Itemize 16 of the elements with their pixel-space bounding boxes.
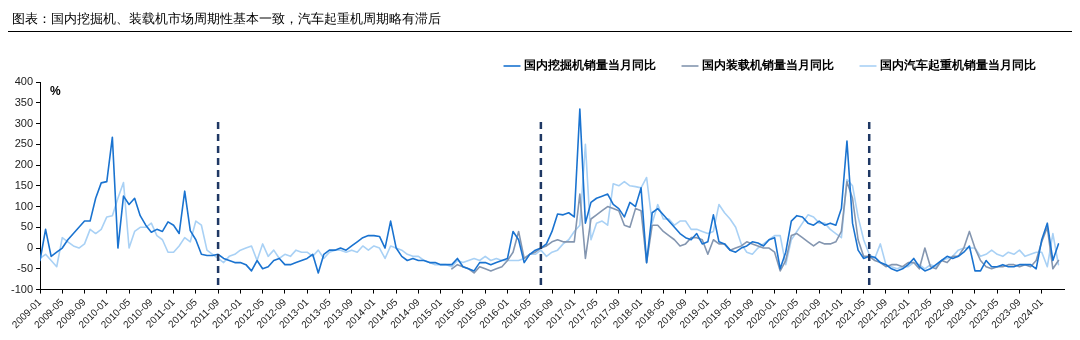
y-tick-label: -100: [10, 282, 34, 295]
y-tick-label: 150: [14, 178, 34, 191]
chart-title: 图表：国内挖掘机、装载机市场周期性基本一致，汽车起重机周期略有滞后: [8, 8, 1072, 32]
y-tick-label: 200: [14, 158, 34, 171]
y-tick-label: 300: [14, 116, 34, 129]
y-axis-title: %: [50, 84, 62, 99]
y-tick-label: 100: [14, 199, 34, 212]
y-tick-label: 0: [26, 241, 34, 254]
legend-label: 国内挖掘机销量当月同比: [524, 58, 656, 73]
y-tick-label: 250: [14, 137, 34, 150]
y-tick-label: 50: [20, 220, 34, 233]
y-tick-label: -50: [17, 261, 34, 274]
y-tick-label: 350: [14, 95, 34, 108]
legend-label: 国内装载机销量当月同比: [702, 58, 834, 73]
y-tick-label: 400: [14, 75, 34, 88]
legend-label: 国内汽车起重机销量当月同比: [880, 58, 1036, 73]
